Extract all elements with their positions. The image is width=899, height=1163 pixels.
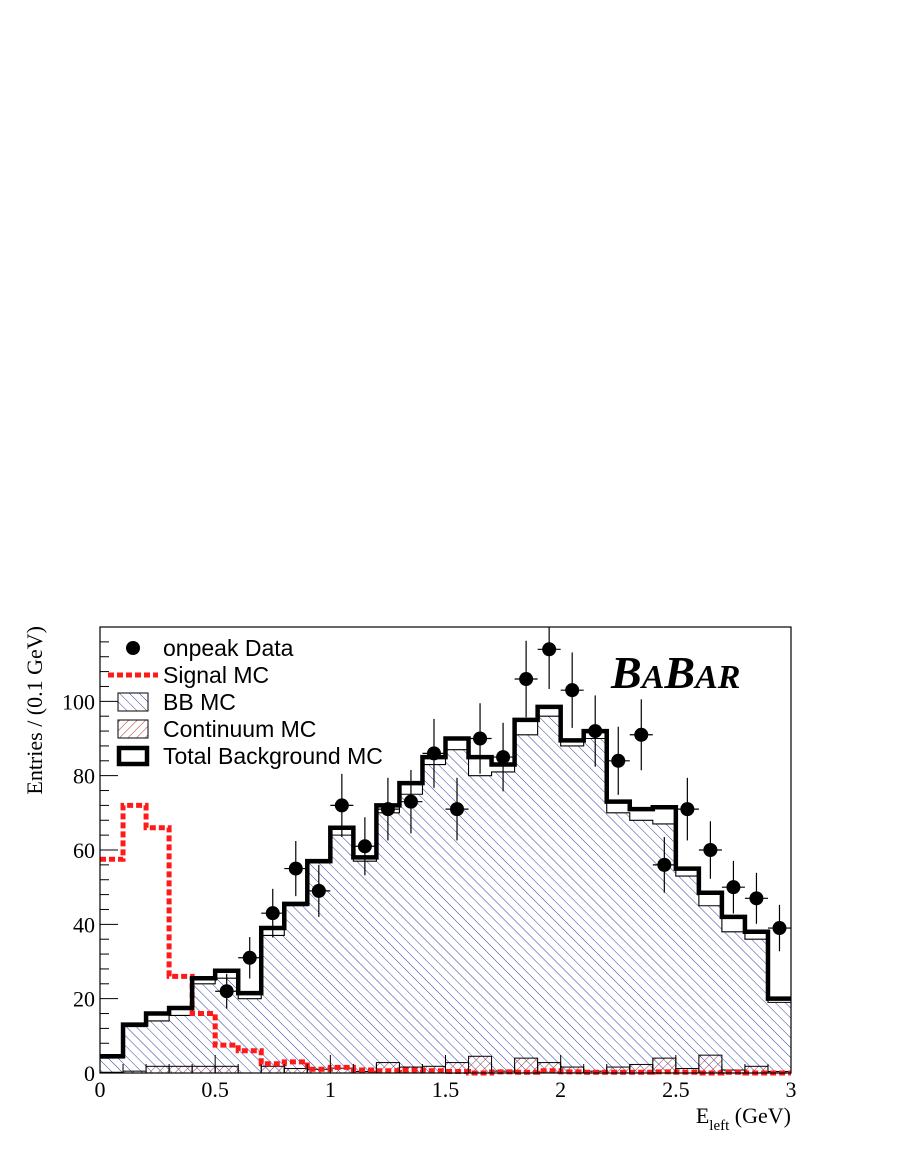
data-marker — [334, 798, 349, 813]
data-marker — [450, 802, 465, 817]
x-tick-label: 3 — [786, 1077, 797, 1102]
x-tick-label: 1 — [325, 1077, 336, 1102]
x-tick-label: 2.5 — [662, 1077, 690, 1102]
data-point — [422, 718, 446, 788]
data-point — [606, 726, 630, 795]
data-marker — [242, 950, 257, 965]
data-marker — [426, 746, 441, 761]
data-marker — [703, 843, 718, 857]
x-axis-ticks: 0 0.5 1 1.5 2 2.5 3 — [95, 1055, 797, 1102]
legend-item-data: onpeak Data — [126, 635, 294, 661]
data-marker — [657, 857, 672, 872]
continuum-bin — [214, 1065, 239, 1074]
data-point — [537, 627, 561, 689]
data-point — [261, 888, 285, 938]
continuum-bin — [145, 1065, 170, 1074]
legend-label: BB MC — [163, 689, 236, 715]
continuum-bin — [698, 1054, 723, 1074]
data-point — [353, 817, 377, 876]
legend-data-marker — [126, 641, 140, 655]
continuum-bin — [283, 1068, 308, 1074]
data-marker — [588, 724, 603, 739]
data-point — [284, 841, 308, 897]
total-background-histogram — [100, 704, 791, 1059]
data-marker — [288, 861, 303, 876]
data-marker — [565, 683, 580, 698]
continuum-bin — [468, 1055, 493, 1074]
continuum-bin — [260, 1065, 285, 1074]
data-point — [583, 695, 607, 767]
data-marker — [380, 802, 395, 817]
data-marker — [542, 642, 557, 657]
x-tick-label: 1.5 — [432, 1077, 460, 1102]
bb-mc-fill — [100, 716, 791, 1073]
data-point — [698, 821, 722, 879]
data-marker — [219, 984, 234, 999]
data-marker — [473, 731, 488, 746]
data-marker — [726, 880, 741, 895]
legend-bb-swatch — [117, 692, 149, 712]
data-point — [629, 699, 653, 771]
x-tick-label: 0 — [95, 1077, 106, 1102]
y-tick-label: 80 — [73, 764, 95, 789]
data-marker — [403, 794, 418, 809]
data-point — [767, 904, 791, 952]
y-tick-label: 0 — [84, 1061, 95, 1086]
x-axis-label: Eleft (GeV) — [696, 1103, 791, 1134]
continuum-bin — [329, 1067, 354, 1074]
data-marker — [749, 891, 764, 906]
data-point — [721, 860, 745, 914]
legend-item-continuum: Continuum MC — [117, 716, 316, 742]
data-marker — [772, 921, 787, 936]
y-axis-label: Entries / (0.1 GeV) — [22, 626, 47, 795]
data-point — [491, 722, 515, 792]
legend-item-total: Total Background MC — [116, 743, 383, 769]
continuum-bin — [191, 1065, 216, 1074]
legend-continuum-swatch — [117, 719, 149, 739]
data-point — [330, 773, 354, 837]
total-background-line — [100, 704, 791, 1059]
data-point — [675, 777, 699, 841]
data-point — [215, 973, 239, 1009]
legend-label: onpeak Data — [163, 635, 294, 661]
data-point — [399, 769, 423, 834]
continuum-bin — [168, 1065, 193, 1074]
data-point — [560, 652, 584, 728]
y-tick-label: 40 — [73, 912, 95, 937]
data-point — [307, 864, 331, 917]
y-axis-ticks: 0 20 40 60 80 100 — [62, 626, 118, 1086]
data-point — [744, 872, 768, 924]
data-marker — [357, 839, 372, 854]
legend-item-bb: BB MC — [117, 689, 236, 715]
data-point — [468, 703, 492, 774]
continuum-bin — [606, 1066, 631, 1074]
legend-label: Total Background MC — [163, 743, 383, 769]
onpeak-data-points — [215, 627, 791, 1009]
data-point — [238, 937, 262, 979]
data-marker — [311, 883, 326, 898]
data-point — [376, 777, 400, 841]
y-tick-label: 20 — [73, 987, 95, 1012]
data-marker — [265, 906, 280, 921]
data-marker — [680, 802, 695, 817]
data-marker — [519, 672, 534, 687]
legend-label: Continuum MC — [163, 716, 316, 742]
legend-total-swatch — [116, 745, 150, 767]
data-point — [445, 777, 469, 841]
data-point — [652, 837, 676, 893]
data-marker — [611, 753, 626, 768]
data-marker — [496, 750, 511, 765]
babar-logo: BABAR — [610, 647, 740, 698]
x-tick-label: 2 — [555, 1077, 566, 1102]
y-tick-label: 60 — [73, 838, 95, 863]
legend-label: Signal MC — [163, 662, 269, 688]
data-marker — [634, 727, 649, 742]
data-point — [514, 640, 538, 718]
x-tick-label: 0.5 — [201, 1077, 229, 1102]
bb-mc-histogram — [100, 715, 791, 1073]
legend-item-signal: Signal MC — [108, 662, 269, 688]
y-tick-label: 100 — [62, 689, 95, 714]
